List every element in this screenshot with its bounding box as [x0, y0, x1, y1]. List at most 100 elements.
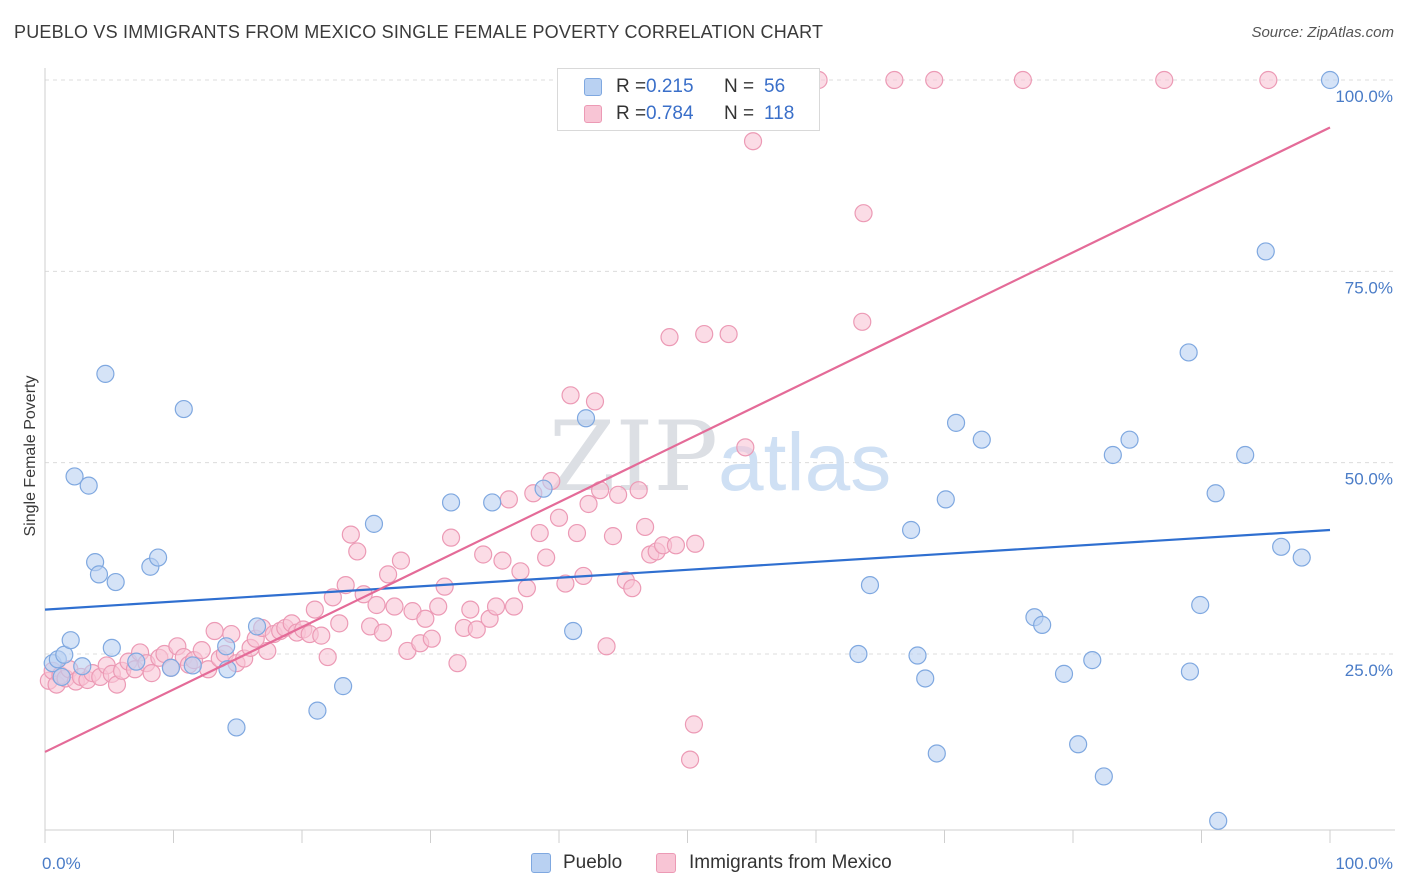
pueblo-point: [1120, 430, 1139, 449]
mexico-point: [556, 574, 575, 593]
mexico-point: [684, 715, 704, 734]
mexico-point: [422, 629, 441, 648]
pueblo-point: [972, 430, 991, 449]
mexico-point: [511, 562, 530, 581]
mexico-point: [517, 579, 536, 598]
pueblo-point: [61, 631, 80, 650]
x-tick-label: 0.0%: [42, 854, 81, 873]
pueblo-point: [1209, 811, 1228, 830]
watermark: ZIPatlas: [549, 401, 891, 513]
mexico-point: [429, 597, 448, 616]
mexico-point: [666, 536, 686, 555]
pueblo-point: [901, 520, 921, 540]
mexico-point: [585, 392, 605, 411]
pueblo-point: [860, 576, 880, 595]
mexico-point: [461, 600, 480, 619]
y-axis-label: Single Female Poverty: [22, 376, 39, 537]
mexico-point: [373, 623, 393, 642]
legend-n-value: 56: [764, 76, 786, 97]
mexico-point: [318, 647, 337, 667]
axes: [44, 68, 1395, 843]
pueblo-point: [96, 364, 115, 383]
mexico-point: [567, 523, 587, 543]
mexico-point: [312, 626, 331, 645]
pueblo-point: [849, 644, 868, 664]
legend-n-label: N =: [724, 76, 755, 97]
chart-title: PUEBLO VS IMMIGRANTS FROM MEXICO SINGLE …: [14, 22, 824, 42]
mexico-point: [416, 609, 435, 628]
pueblo-point: [1292, 548, 1311, 567]
legend-n-label: N =: [724, 103, 755, 124]
pueblo-point: [1033, 615, 1052, 634]
legend-r-label: R =: [616, 103, 647, 124]
series-name: Pueblo: [563, 852, 623, 873]
x-tick-label: 100.0%: [1335, 854, 1393, 873]
pueblo-point: [217, 637, 236, 656]
pueblo-point: [1206, 484, 1225, 503]
pueblo-point: [52, 667, 71, 687]
pueblo-point: [183, 656, 202, 675]
source-credit: Source: ZipAtlas.com: [1251, 24, 1394, 41]
y-tick-label: 50.0%: [1345, 470, 1393, 489]
legend: R = 0.215 N = 56 R = 0.784 N = 118: [557, 68, 820, 131]
pueblo-swatch: [584, 78, 602, 96]
pueblo-point: [1069, 735, 1088, 754]
mexico-swatch: [656, 853, 676, 873]
mexico-point: [367, 595, 386, 615]
pueblo-point: [334, 677, 353, 696]
pueblo-point: [227, 718, 246, 737]
legend-r-value: 0.215: [646, 76, 694, 97]
mexico-point: [561, 386, 580, 405]
pueblo-point: [1191, 595, 1210, 615]
mexico-point: [537, 548, 556, 567]
pueblo-point: [576, 409, 596, 428]
pueblo-point: [1256, 242, 1275, 261]
mexico-point: [660, 328, 679, 347]
pueblo-point: [936, 490, 955, 509]
pueblo-point: [106, 572, 125, 592]
mexico-point: [1259, 70, 1278, 90]
mexico-trend-line: [44, 126, 1331, 753]
mexico-point: [736, 438, 755, 457]
pueblo-point: [946, 413, 966, 432]
legend-r-label: R =: [616, 76, 647, 97]
legend-r-value: 0.784: [646, 103, 694, 124]
pueblo-point: [483, 493, 502, 512]
pueblo-point: [908, 646, 927, 665]
mexico-point: [448, 654, 467, 673]
pueblo-point: [916, 669, 935, 688]
pueblo-point: [1103, 445, 1122, 465]
pueblo-point: [1272, 537, 1291, 556]
mexico-point: [385, 597, 404, 616]
mexico-point: [499, 490, 518, 509]
mexico-point: [435, 577, 454, 596]
pueblo-point: [1179, 343, 1198, 362]
mexico-point: [1013, 70, 1032, 90]
pueblo-point: [89, 565, 109, 584]
mexico-point: [1155, 70, 1174, 90]
pueblo-points: [43, 70, 1340, 830]
tick-labels: 25.0% 50.0% 75.0% 100.0% 0.0% 100.0%: [42, 87, 1393, 873]
series-name: Immigrants from Mexico: [689, 852, 892, 873]
mexico-point: [486, 597, 506, 616]
mexico-point: [378, 565, 398, 584]
mexico-point: [623, 579, 642, 598]
mexico-point: [192, 641, 211, 660]
pueblo-point: [1094, 767, 1113, 786]
mexico-point: [854, 204, 873, 223]
mexico-point: [885, 70, 904, 90]
series-layer: [39, 70, 1340, 830]
mexico-point: [330, 614, 349, 633]
mexico-point: [549, 508, 569, 527]
mexico-point: [597, 637, 616, 656]
pueblo-point: [161, 658, 181, 677]
mexico-point: [609, 485, 628, 504]
pueblo-point: [534, 479, 553, 498]
mexico-point: [205, 621, 224, 641]
pueblo-point: [1236, 445, 1255, 465]
pueblo-point: [127, 652, 146, 671]
mexico-point: [635, 517, 655, 537]
y-tick-label: 25.0%: [1345, 661, 1393, 680]
mexico-point: [474, 545, 493, 564]
